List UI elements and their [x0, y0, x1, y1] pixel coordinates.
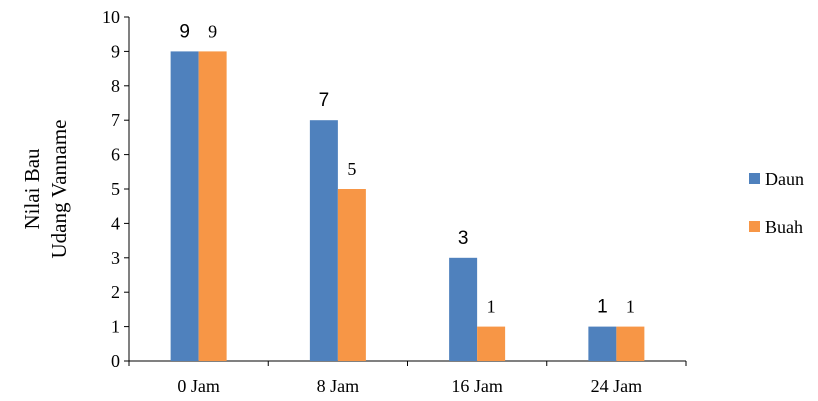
bar-daun: [170, 51, 199, 362]
x-tick-label: 0 Jam: [177, 376, 220, 396]
y-axis-title-line: Nilai Bau: [20, 148, 44, 230]
y-axis-title-line: Udang Vanname: [47, 120, 71, 259]
y-tick-label: 2: [111, 282, 120, 302]
x-tick-label: 24 Jam: [591, 376, 643, 396]
legend-label-daun: Daun: [765, 169, 804, 189]
tick-labels: 0 1 2 3 4 5 6 7 8 9 10 0 Jam 8 Jam 16 Jam 24 Jam: [102, 7, 642, 396]
bar-buah: [337, 189, 366, 361]
data-label-buah: 9: [208, 21, 217, 41]
data-label-buah: 1: [626, 297, 635, 317]
y-tick-label: 3: [111, 248, 120, 268]
y-tick-label: 8: [111, 76, 120, 96]
bar-daun: [309, 120, 338, 361]
bar-buah: [616, 326, 645, 361]
legend-swatch-daun: [749, 173, 760, 184]
data-label-buah: 5: [347, 159, 356, 179]
data-label-daun: 1: [597, 297, 608, 318]
legend-swatch-buah: [749, 221, 760, 232]
x-tick-label: 16 Jam: [451, 376, 503, 396]
y-tick-label: 1: [111, 317, 120, 337]
data-label-buah: 1: [487, 297, 496, 317]
y-tick-label: 10: [102, 7, 120, 27]
bars: [170, 51, 645, 362]
bar-buah: [198, 51, 227, 362]
legend-label-buah: Buah: [765, 217, 803, 237]
data-label-daun: 7: [319, 90, 330, 111]
bar-daun: [588, 326, 617, 361]
y-tick-label: 0: [111, 351, 120, 371]
data-label-daun: 3: [458, 228, 469, 249]
y-tick-label: 9: [111, 41, 120, 61]
y-tick-label: 7: [111, 110, 120, 130]
data-label-daun: 9: [179, 21, 190, 42]
x-tick-label: 8 Jam: [317, 376, 360, 396]
bar-buah: [477, 326, 506, 361]
y-tick-label: 4: [111, 213, 120, 233]
legend: Daun Buah: [749, 169, 804, 237]
y-tick-label: 5: [111, 179, 120, 199]
bar-daun: [449, 257, 478, 361]
y-tick-label: 6: [111, 145, 120, 165]
y-axis-title: Nilai Bau Udang Vanname: [20, 120, 71, 259]
